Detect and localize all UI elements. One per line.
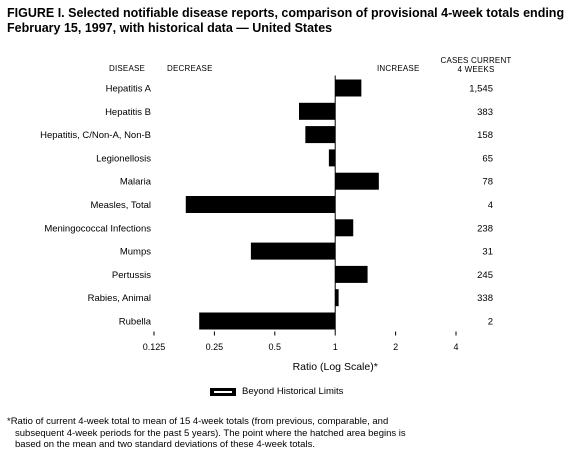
disease-label: Mumps: [120, 247, 151, 258]
footnote-line-2: subsequent 4-week periods for the past 5…: [15, 427, 406, 439]
cases-value: 65: [482, 153, 493, 164]
header-decrease: DECREASE: [167, 64, 213, 73]
cases-value: 31: [482, 247, 493, 258]
header-cases-line2: 4 WEEKS: [457, 65, 495, 74]
bar: [335, 79, 362, 97]
disease-label: Hepatitis, C/Non-A, Non-B: [40, 130, 151, 141]
bar: [305, 126, 336, 144]
bar: [335, 172, 379, 190]
x-tick-label: 4: [453, 342, 458, 352]
bar: [328, 149, 336, 167]
disease-label: Rubella: [119, 317, 152, 328]
footnote: *Ratio of current 4-week total to mean o…: [7, 416, 572, 451]
cases-value: 2: [488, 317, 493, 328]
cases-value: 338: [477, 293, 493, 304]
bar: [335, 219, 354, 237]
bar: [335, 265, 368, 283]
legend: Beyond Historical Limits: [210, 386, 343, 397]
x-tick-label: 0.5: [269, 342, 282, 352]
header-increase: INCREASE: [377, 64, 420, 73]
header-disease: DISEASE: [109, 64, 146, 73]
x-axis-label: Ratio (Log Scale)*: [293, 361, 378, 373]
beyond-limits-swatch: [210, 387, 236, 396]
footnote-line-1: *Ratio of current 4-week total to mean o…: [7, 416, 389, 427]
legend-label: Beyond Historical Limits: [242, 386, 344, 397]
cases-value: 78: [482, 177, 493, 188]
cases-value: 383: [477, 107, 493, 118]
disease-label: Legionellosis: [96, 153, 151, 164]
cases-value: 1,545: [469, 84, 493, 95]
cases-value: 238: [477, 223, 493, 234]
bar: [298, 102, 336, 120]
bar: [199, 312, 336, 330]
disease-label: Rabies, Animal: [88, 293, 151, 304]
header-cases-line1: CASES CURRENT: [440, 56, 512, 65]
footnote-line-3: based on the mean and two standard devia…: [15, 439, 315, 450]
x-tick-label: 1: [333, 342, 338, 352]
cases-value: 4: [488, 200, 493, 211]
figure-title: FIGURE I. Selected notifiable disease re…: [7, 6, 565, 35]
bar: [335, 289, 339, 307]
disease-label: Meningococcal Infections: [44, 223, 151, 234]
bar: [185, 196, 336, 213]
disease-label: Malaria: [120, 177, 152, 188]
x-tick-label: 0.125: [143, 342, 166, 352]
cases-value: 245: [477, 270, 493, 281]
disease-label: Hepatitis B: [105, 107, 151, 118]
x-tick-label: 2: [393, 342, 398, 352]
cases-value: 158: [477, 130, 493, 141]
x-tick-label: 0.25: [206, 342, 224, 352]
disease-label: Hepatitis A: [106, 84, 152, 95]
disease-label: Measles, Total: [90, 200, 151, 211]
disease-label: Pertussis: [112, 270, 151, 281]
bar: [250, 242, 336, 260]
header-cases-current: CASES CURRENT 4 WEEKS: [432, 56, 520, 74]
